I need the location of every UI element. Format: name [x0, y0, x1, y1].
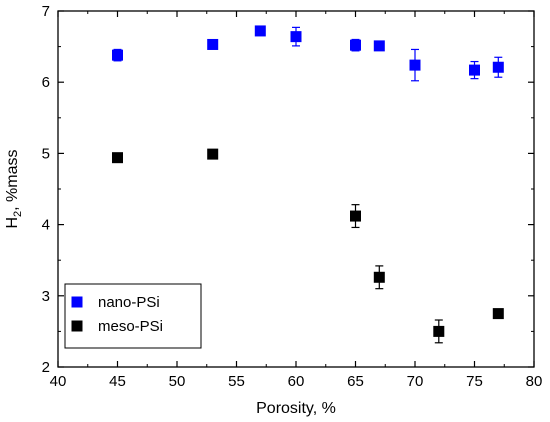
series-meso-PSi: [112, 148, 504, 344]
data-point: [254, 25, 266, 37]
data-points: [112, 25, 504, 344]
data-point: [373, 271, 385, 283]
y-axis-title-subscript: 2: [12, 211, 24, 217]
x-tick-label: 55: [228, 373, 245, 390]
y-axis-title-rest: , %mass: [4, 149, 21, 210]
y-axis-title-main: H: [4, 217, 21, 229]
legend-label: nano-PSi: [98, 294, 160, 311]
legend-box: [64, 283, 202, 349]
x-tick-label: 70: [407, 373, 424, 390]
data-point: [373, 40, 385, 52]
x-tick-label: 80: [526, 373, 543, 390]
legend-marker: [71, 296, 83, 308]
data-point: [112, 49, 123, 61]
x-tick-label: 60: [288, 373, 305, 390]
data-point: [112, 152, 123, 164]
series-nano-PSi: [112, 25, 504, 82]
data-point: [290, 31, 302, 43]
legend-label: meso-PSi: [98, 318, 163, 335]
x-tick-label: 50: [169, 373, 186, 390]
y-tick-label: 7: [42, 3, 50, 20]
data-point: [409, 59, 421, 71]
x-tick-label: 65: [347, 373, 364, 390]
x-axis-title: Porosity, %: [256, 400, 336, 417]
x-tick-label: 45: [109, 373, 126, 390]
data-point: [207, 148, 219, 160]
data-point: [433, 325, 445, 337]
data-point: [469, 64, 480, 76]
y-axis-title: H2, %mass: [4, 149, 24, 228]
data-point: [492, 308, 504, 320]
legend: nano-PSi meso-PSi: [64, 283, 202, 349]
y-tick-label: 6: [42, 74, 50, 91]
y-tick-label: 3: [42, 288, 50, 305]
y-tick-label: 2: [42, 359, 50, 376]
data-point: [207, 38, 219, 50]
y-tick-label: 4: [42, 217, 50, 234]
x-tick-label: 75: [466, 373, 483, 390]
y-tick-label: 5: [42, 145, 50, 162]
data-point: [350, 39, 361, 51]
data-point: [350, 210, 361, 222]
legend-marker: [71, 320, 83, 332]
x-tick-label: 40: [50, 373, 67, 390]
data-point: [492, 61, 504, 73]
